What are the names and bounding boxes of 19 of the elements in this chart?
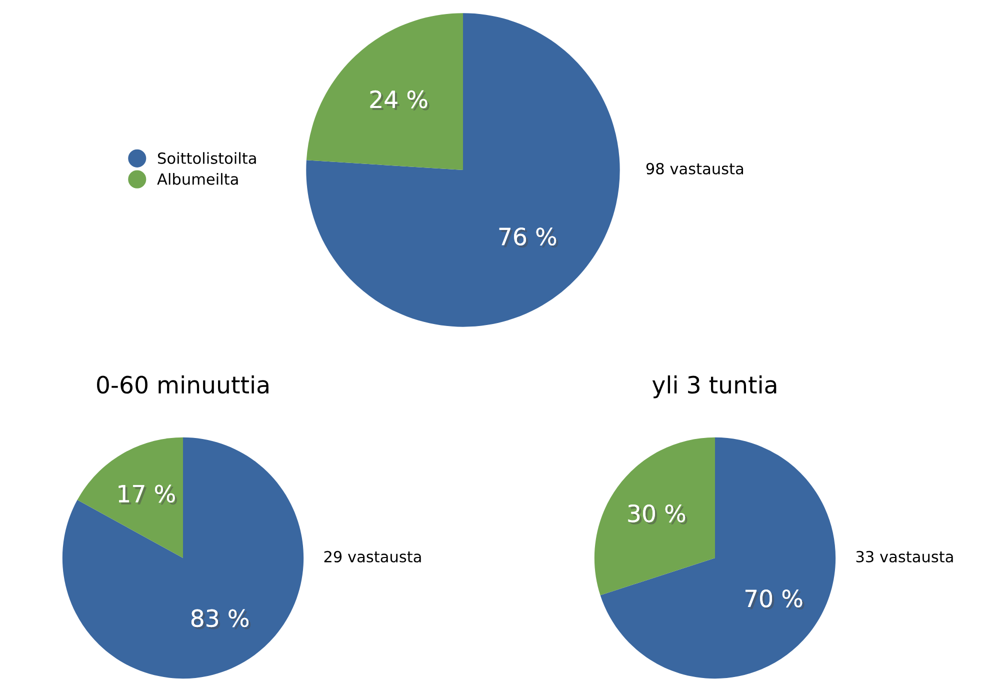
data-label: 24 % [370, 90, 430, 110]
chart-title: yli 3 tuntia [652, 375, 776, 398]
legend-label: Albumeilta [157, 173, 238, 185]
legend-label: Soittolistoilta [158, 152, 256, 164]
data-label: 17 % [118, 484, 177, 505]
data-label: 83 % [191, 609, 251, 630]
pie-slice [306, 13, 620, 327]
pie-slice [594, 437, 715, 596]
chart-title: 0-60 minuuttia [97, 375, 268, 394]
text: 33 vastausta [856, 550, 953, 562]
data-label: 30 % [628, 504, 688, 524]
text: 98 vastausta [646, 162, 744, 174]
pie-slice [600, 437, 836, 679]
pie-slice [306, 13, 463, 170]
data-label: 70 % [745, 590, 804, 610]
data-label: 76 % [499, 228, 558, 248]
pie-slice [77, 437, 183, 558]
pie-slice [62, 437, 304, 679]
text: 29 vastausta [324, 550, 421, 562]
